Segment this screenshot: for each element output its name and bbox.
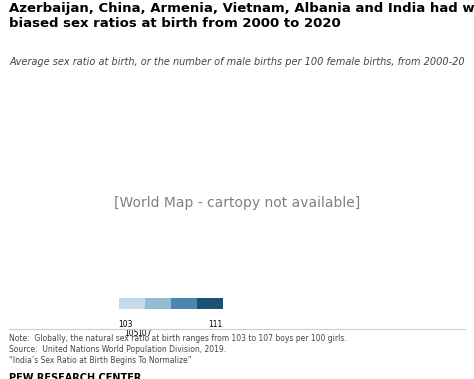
Text: 103: 103 (118, 320, 133, 329)
Text: “India’s Sex Ratio at Birth Begins To Normalize”: “India’s Sex Ratio at Birth Begins To No… (9, 356, 192, 365)
Text: 107: 107 (137, 329, 152, 338)
Text: Note:  Globally, the natural sex ratio at birth ranges from 103 to 107 boys per : Note: Globally, the natural sex ratio at… (9, 334, 347, 343)
Bar (197, 298, 223, 309)
Text: Azerbaijan, China, Armenia, Vietnam, Albania and India had world’s most male-
bi: Azerbaijan, China, Armenia, Vietnam, Alb… (9, 2, 474, 30)
Text: [World Map - cartopy not available]: [World Map - cartopy not available] (114, 196, 360, 210)
Text: PEW RESEARCH CENTER: PEW RESEARCH CENTER (9, 373, 142, 379)
Text: 105: 105 (124, 329, 139, 338)
Text: 111: 111 (209, 320, 223, 329)
Bar (118, 298, 145, 309)
Text: Source:  United Nations World Population Division, 2019.: Source: United Nations World Population … (9, 346, 227, 354)
Text: Average sex ratio at birth, or the number of male births per 100 female births, : Average sex ratio at birth, or the numbe… (9, 57, 465, 67)
Bar (171, 298, 197, 309)
Bar (145, 298, 171, 309)
